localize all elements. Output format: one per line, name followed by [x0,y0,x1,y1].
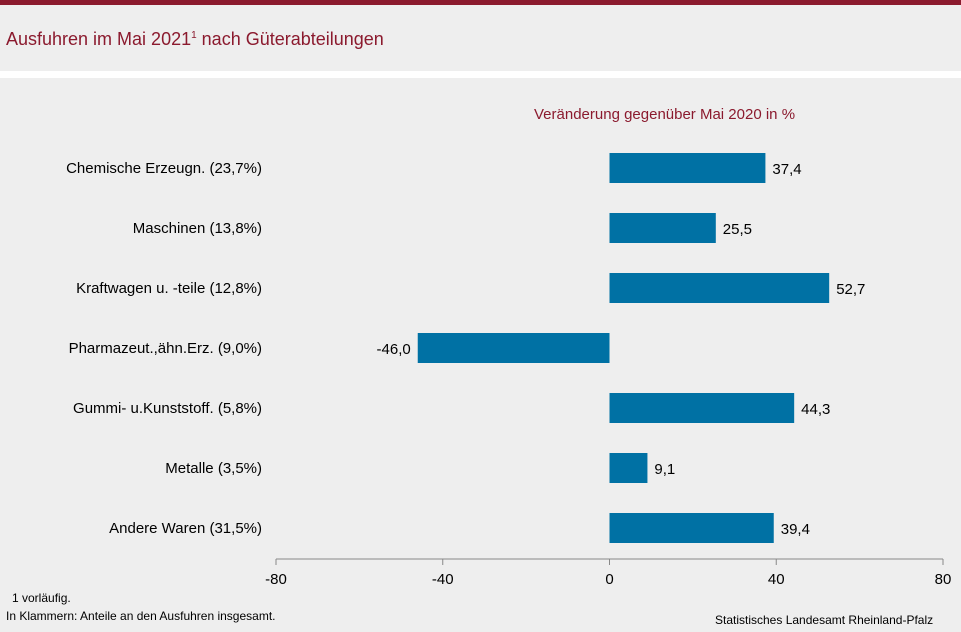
data-label: 52,7 [836,281,865,298]
x-tick-label: -40 [432,571,454,588]
category-label: Maschinen (13,8%) [133,220,262,237]
category-label: Metalle (3,5%) [165,460,262,477]
footnote-preliminary: 1 vorläufig. [12,591,71,605]
x-tick-label: 80 [935,571,952,588]
chart-title-text: Ausfuhren im Mai 2021 [6,29,192,49]
data-label: 39,4 [781,521,810,538]
data-label: 9,1 [654,461,675,478]
x-tick-label: 40 [768,571,785,588]
title-band [0,5,961,71]
category-label: Andere Waren (31,5%) [109,520,262,537]
footnote-brackets: In Klammern: Anteile an den Ausfuhren in… [6,609,276,623]
category-label: Gummi- u.Kunststoff. (5,8%) [73,400,262,417]
data-label: 25,5 [723,221,752,238]
data-label: 37,4 [772,161,801,178]
x-tick-label: -80 [265,571,287,588]
bar [609,453,648,483]
bar [609,393,795,423]
chart-subtitle: Veränderung gegenüber Mai 2020 in % [534,106,796,123]
title-separator [0,71,961,78]
category-label: Kraftwagen u. -teile (12,8%) [76,280,262,297]
data-label: 44,3 [801,401,830,418]
source-credit: Statistisches Landesamt Rheinland-Pfalz [715,613,934,627]
category-label: Chemische Erzeugn. (23,7%) [66,160,262,177]
data-label: -46,0 [377,341,411,358]
x-tick-label: 0 [605,571,613,588]
top-accent-rule [0,0,961,5]
title-footnote-marker: 1 [191,30,197,41]
bar [609,273,830,303]
chart-title-text-after: nach Güterabteilungen [196,29,384,49]
bar [609,213,716,243]
bar [417,333,610,363]
chart-title: Ausfuhren im Mai 20211 nach Güterabteilu… [6,29,384,50]
bar [609,513,774,543]
bar [609,153,766,183]
category-label: Pharmazeut.,ähn.Erz. (9,0%) [69,340,262,357]
